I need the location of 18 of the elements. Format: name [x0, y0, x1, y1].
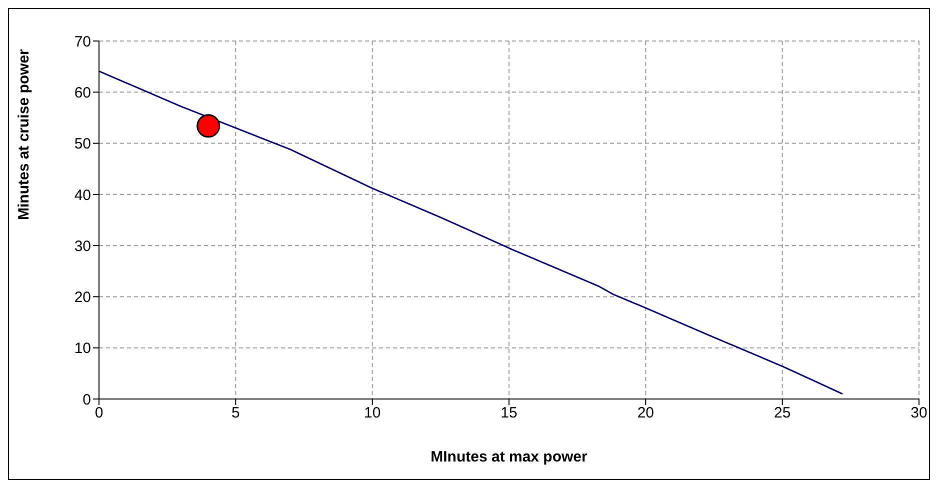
x-tick-label: 0 — [94, 404, 104, 422]
line-series — [99, 70, 844, 395]
x-tick-label: 25 — [774, 404, 791, 422]
y-tick-label: 30 — [74, 238, 91, 255]
y-tick-label: 60 — [74, 84, 91, 102]
y-tick-label: 70 — [74, 33, 91, 50]
x-tick-label: 10 — [364, 404, 381, 422]
y-axis-title: Minutes at cruise power — [15, 48, 32, 220]
x-tick-label: 30 — [910, 404, 928, 422]
x-tick-label: 15 — [500, 404, 518, 422]
x-axis-title: MInutes at max power — [430, 448, 588, 466]
y-tick-label: 0 — [82, 391, 91, 408]
y-tick-label: 50 — [74, 136, 91, 153]
y-tick-label: 20 — [74, 289, 91, 306]
y-tick-label: 40 — [74, 186, 91, 204]
x-tick-label: 20 — [637, 404, 654, 422]
y-tick-label: 10 — [74, 340, 91, 358]
x-tick-label: 5 — [231, 404, 240, 422]
